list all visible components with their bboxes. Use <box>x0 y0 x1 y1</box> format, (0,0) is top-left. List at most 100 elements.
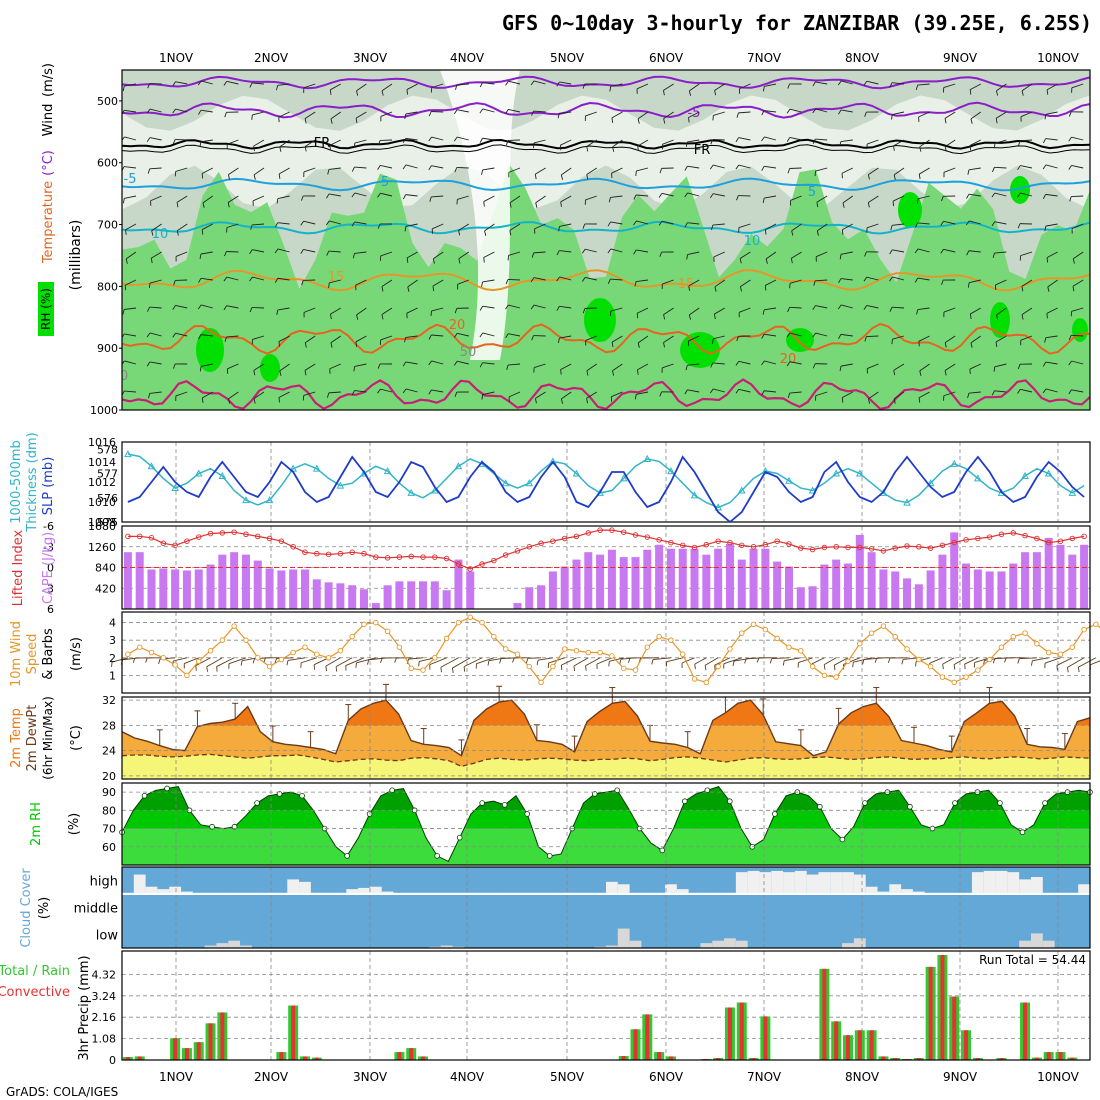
wind-barb-flag <box>684 222 688 228</box>
cloud-low-bar <box>594 946 606 948</box>
wind-speed-point <box>762 626 769 633</box>
wind-speed-point <box>809 663 816 670</box>
lifted-index-point <box>703 541 710 548</box>
rh2m-point <box>614 787 621 794</box>
wind-barb-flag <box>736 195 739 201</box>
wind-speed-point <box>916 656 922 663</box>
wind-barb <box>252 276 265 281</box>
wind-speed-point <box>195 658 202 665</box>
wind-barb-flag <box>328 282 330 288</box>
cloud-high-bar <box>735 872 748 894</box>
wind-barb <box>277 222 290 225</box>
wind-speed-point <box>550 663 556 670</box>
lifted-index-point <box>1057 538 1064 544</box>
wind-barb <box>815 305 828 309</box>
rh2m-point <box>389 787 395 794</box>
slp-label-slp: SLP (mb) <box>41 457 56 516</box>
wind-barb <box>227 139 239 145</box>
wind-speed-point <box>278 656 285 663</box>
lifted-index-point <box>361 550 367 557</box>
wind-barb <box>124 279 137 286</box>
wind-barb <box>149 137 162 141</box>
wind-barb-flag <box>916 198 919 204</box>
wind-barb <box>304 111 316 119</box>
cloud-high-bar <box>606 881 618 894</box>
wind-barb-flag <box>483 257 485 263</box>
wind-barb <box>704 657 719 666</box>
wind-barb-flag <box>355 341 358 347</box>
lifted-index-point <box>1010 530 1017 536</box>
wind-barb-flag <box>251 114 253 120</box>
cloud-high-bar <box>830 872 843 894</box>
wind-speed-point <box>880 623 887 629</box>
lifted-index-point <box>1034 535 1040 542</box>
cape-bar <box>407 581 416 609</box>
wind-barb-flag <box>612 370 615 376</box>
thickness-line <box>127 453 1085 509</box>
wind-barb <box>200 109 213 113</box>
cape-bar <box>1032 552 1041 609</box>
wind-barb <box>943 248 956 253</box>
wind-barb-flag <box>659 251 663 257</box>
date-label-top: 10NOV <box>1037 51 1079 65</box>
cloud-high-bar <box>853 874 866 894</box>
date-label-top: 7NOV <box>747 51 782 65</box>
cape-bar <box>300 569 309 609</box>
wind-barb-flag <box>158 658 161 665</box>
wind-barb-flag <box>223 305 228 311</box>
lifted-index-point <box>644 534 651 540</box>
cape-bar <box>336 583 345 609</box>
wind-barb <box>893 391 905 400</box>
wind-barb <box>586 167 598 175</box>
wind-barb <box>252 82 265 85</box>
wind-barb-flag <box>633 220 637 226</box>
wind-barb <box>206 657 223 668</box>
wind-barb-flag <box>276 198 279 204</box>
wind-speed-point <box>975 667 981 673</box>
wind-barb <box>892 195 905 202</box>
temp-tick-label: 20 <box>102 770 116 783</box>
wind-barb <box>304 335 316 344</box>
wind-10m-panel: 4 3 2 1 <box>109 611 1100 694</box>
lifted-index-point <box>880 548 887 554</box>
wind-speed-point <box>290 649 296 656</box>
cape-bar <box>1021 552 1030 609</box>
precip-convective-bar <box>857 1030 862 1060</box>
wind-speed-point <box>526 663 533 670</box>
cape-bar <box>1080 544 1089 609</box>
wind-barb <box>354 192 367 197</box>
lifted-index-point <box>679 542 686 549</box>
thickness-point <box>549 457 557 465</box>
wind-barb-flag <box>915 84 919 90</box>
wind-barb-flag <box>862 659 865 665</box>
lifted-index-point <box>337 550 344 557</box>
contour-label: 20 <box>780 352 797 367</box>
wind-barb <box>689 307 700 316</box>
wind-barb <box>1045 164 1058 169</box>
wind-barb-flag <box>428 389 432 395</box>
wind-barb-flag <box>919 146 922 152</box>
wind-barb <box>508 333 521 337</box>
contour-label: 50 <box>112 369 129 384</box>
lifted-index-point <box>809 546 816 553</box>
wind-barb <box>1071 136 1084 141</box>
wind-barb-flag <box>889 82 893 88</box>
wind-barb-flag <box>560 174 564 180</box>
wind-barb-flag <box>864 251 867 257</box>
cloud-low-bar <box>204 945 217 948</box>
cape-bar <box>442 590 451 609</box>
wind-speed-point <box>656 633 662 640</box>
thickness-point <box>312 464 321 472</box>
wind-barb-flag <box>837 304 842 310</box>
lifted-index-point <box>975 535 981 542</box>
rh2m-label-unit: (%) <box>67 813 82 836</box>
cloud-label-unit: (%) <box>37 897 52 920</box>
wind-barb-flag <box>813 280 816 286</box>
wind-barb <box>201 167 214 174</box>
rh2m-point <box>704 787 711 794</box>
wind-barb-flag <box>326 392 330 398</box>
wind-barb <box>200 251 213 255</box>
wind-barb <box>713 251 725 258</box>
cloud-level-high: high <box>90 875 118 890</box>
dewpt-line <box>121 753 1091 768</box>
